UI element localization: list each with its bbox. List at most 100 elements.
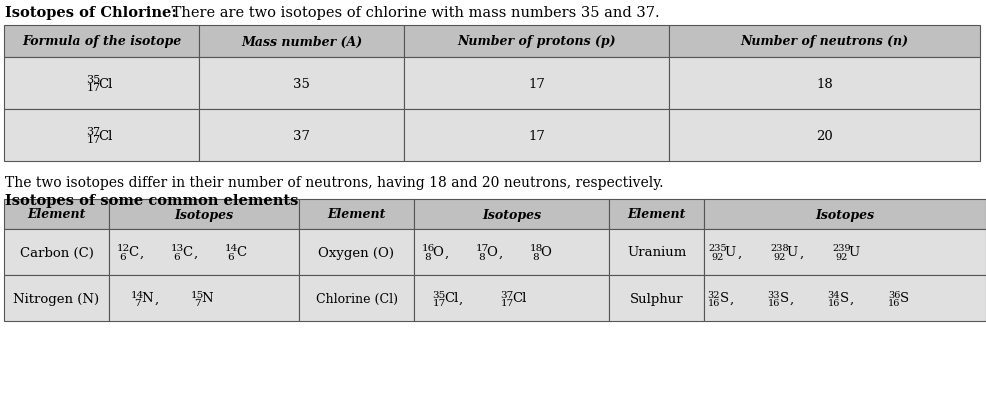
Bar [4, 110, 199, 161]
Bar [109, 230, 299, 275]
Text: U: U [725, 246, 736, 259]
Text: 92: 92 [836, 252, 848, 261]
Text: O: O [540, 246, 551, 259]
Text: 34: 34 [828, 290, 840, 299]
Bar [704, 230, 986, 275]
Bar [404, 26, 669, 58]
Bar [4, 199, 109, 230]
Text: S: S [780, 292, 789, 305]
Text: Element: Element [327, 208, 386, 221]
Text: Isotopes: Isotopes [815, 208, 875, 221]
Text: 33: 33 [768, 290, 780, 299]
Text: 238: 238 [771, 244, 790, 253]
Bar [4, 58, 199, 110]
Bar [299, 230, 414, 275]
Text: S: S [720, 292, 729, 305]
Text: Cl: Cl [444, 292, 458, 305]
Text: Element: Element [627, 208, 685, 221]
Bar [704, 199, 986, 230]
Text: 7: 7 [134, 298, 140, 307]
Text: 7: 7 [193, 298, 200, 307]
Text: ,: , [850, 292, 854, 305]
Text: Uranium: Uranium [627, 246, 686, 259]
Text: Element: Element [28, 208, 86, 221]
Bar [199, 110, 404, 161]
Text: 8: 8 [425, 252, 431, 261]
Bar [414, 275, 609, 321]
Text: Isotopes of some common elements: Isotopes of some common elements [5, 194, 299, 207]
Bar [669, 110, 980, 161]
Text: 35: 35 [87, 75, 101, 85]
Text: 18: 18 [529, 244, 542, 253]
Text: ,: , [458, 292, 463, 305]
Text: 18: 18 [816, 77, 833, 90]
Bar [414, 199, 609, 230]
Text: 13: 13 [171, 244, 183, 253]
Text: 17: 17 [475, 244, 489, 253]
Text: 37: 37 [293, 129, 310, 142]
Text: 6: 6 [119, 252, 126, 261]
Text: 16: 16 [828, 298, 840, 307]
Text: Oxygen (O): Oxygen (O) [318, 246, 394, 259]
Text: 8: 8 [532, 252, 539, 261]
Text: 37: 37 [500, 290, 514, 299]
Text: Cl: Cl [512, 292, 527, 305]
Text: 37: 37 [87, 127, 101, 137]
Bar [404, 110, 669, 161]
Bar [669, 58, 980, 110]
Text: C: C [128, 246, 138, 259]
Text: ,: , [800, 246, 804, 259]
Text: 17: 17 [433, 298, 446, 307]
Bar [669, 26, 980, 58]
Text: ,: , [155, 292, 159, 305]
Text: C: C [236, 246, 246, 259]
Text: 20: 20 [816, 129, 833, 142]
Bar [199, 58, 404, 110]
Text: Isotopes: Isotopes [175, 208, 234, 221]
Text: 17: 17 [500, 298, 514, 307]
Bar [199, 26, 404, 58]
Text: ,: , [140, 246, 144, 259]
Bar [299, 275, 414, 321]
Text: Isotopes: Isotopes [482, 208, 541, 221]
Text: 8: 8 [478, 252, 485, 261]
Text: 12: 12 [116, 244, 129, 253]
Bar [4, 230, 109, 275]
Text: Formula of the isotope: Formula of the isotope [22, 36, 181, 48]
Text: 16: 16 [421, 244, 435, 253]
Text: 32: 32 [708, 290, 720, 299]
Text: 16: 16 [768, 298, 780, 307]
Bar [4, 26, 199, 58]
Text: 16: 16 [708, 298, 720, 307]
Text: 15: 15 [190, 290, 204, 299]
Text: ,: , [194, 246, 198, 259]
Text: 35: 35 [293, 77, 310, 90]
Text: The two isotopes differ in their number of neutrons, having 18 and 20 neutrons, : The two isotopes differ in their number … [5, 176, 664, 190]
Text: Nitrogen (N): Nitrogen (N) [14, 292, 100, 305]
Text: U: U [787, 246, 798, 259]
Text: Cl: Cl [99, 129, 112, 142]
Text: 92: 92 [712, 252, 724, 261]
Text: ,: , [445, 246, 449, 259]
Text: Number of protons (p): Number of protons (p) [458, 36, 615, 48]
Text: N: N [201, 292, 213, 305]
Text: 6: 6 [174, 252, 180, 261]
Text: 17: 17 [87, 135, 101, 145]
Text: ,: , [738, 246, 742, 259]
Text: S: S [839, 292, 849, 305]
Text: 239: 239 [833, 244, 851, 253]
Bar [404, 58, 669, 110]
Text: Cl: Cl [99, 77, 112, 90]
Text: There are two isotopes of chlorine with mass numbers 35 and 37.: There are two isotopes of chlorine with … [167, 6, 660, 20]
Text: 235: 235 [709, 244, 728, 253]
Text: C: C [182, 246, 192, 259]
Bar [109, 199, 299, 230]
Text: 92: 92 [774, 252, 786, 261]
Text: 6: 6 [228, 252, 235, 261]
Text: O: O [433, 246, 444, 259]
Text: 35: 35 [433, 290, 446, 299]
Text: 17: 17 [528, 77, 545, 90]
Text: Sulphur: Sulphur [630, 292, 683, 305]
Text: Mass number (A): Mass number (A) [241, 36, 362, 48]
Text: Number of neutrons (n): Number of neutrons (n) [740, 36, 908, 48]
